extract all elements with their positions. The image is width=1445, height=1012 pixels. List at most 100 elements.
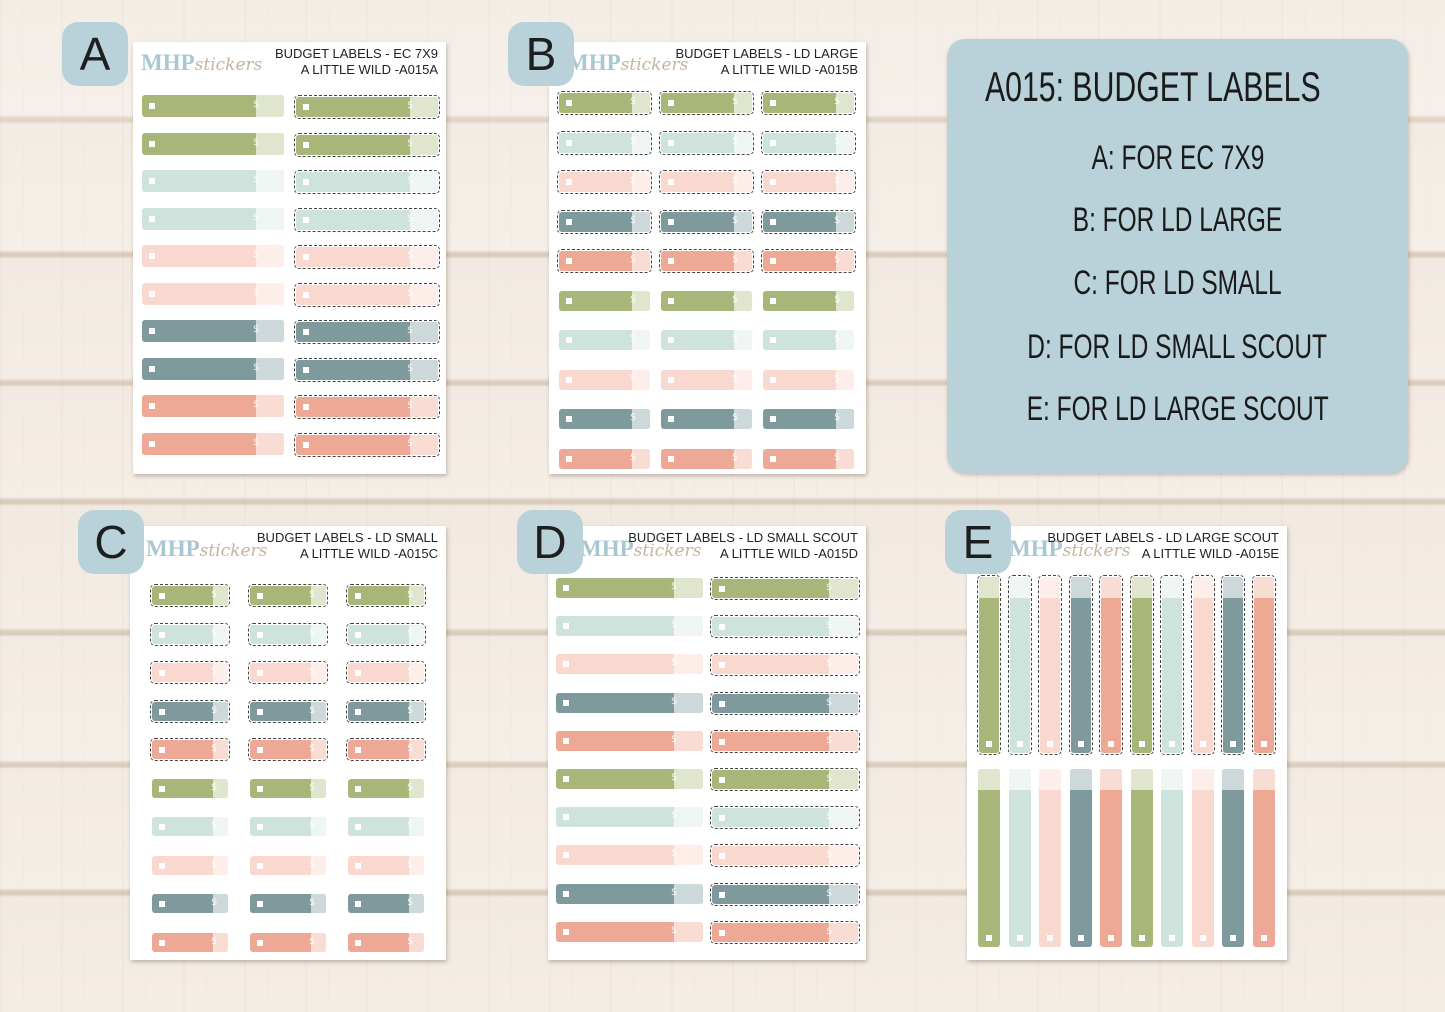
checkbox-square	[1199, 935, 1206, 941]
budget-label-sticker: $	[710, 844, 860, 868]
checkbox-square	[149, 253, 155, 259]
sheet-d: MHPstickers BUDGET LABELS - LD SMALL SCO…	[548, 526, 866, 960]
info-line-e: E: FOR LD LARGE SCOUT	[947, 390, 1408, 429]
brand-logo: MHPstickers	[146, 536, 267, 562]
budget-label-sticker: $	[150, 699, 230, 723]
budget-label-sticker: $	[661, 369, 752, 390]
label-tab	[836, 409, 854, 429]
budget-label-sticker: $	[248, 584, 328, 607]
label-tab	[734, 251, 752, 271]
label-tab	[1101, 577, 1121, 598]
checkbox-square	[566, 416, 572, 422]
label-tab	[410, 247, 438, 267]
checkbox-square	[719, 624, 725, 631]
dollar-glyph: $	[407, 250, 414, 261]
info-line-text: C: FOR LD SMALL	[1073, 264, 1282, 302]
checkbox-square	[1199, 741, 1206, 747]
label-tab	[256, 245, 284, 267]
budget-label-sticker: $	[250, 855, 326, 875]
budget-label-sticker: $	[346, 738, 426, 761]
checkbox-square	[355, 593, 361, 599]
checkbox-square	[770, 218, 776, 225]
dollar-glyph: $	[826, 582, 833, 593]
checkbox-square	[719, 815, 725, 822]
label-tab	[213, 855, 228, 875]
sheet-title: BUDGET LABELS - LD SMALL A LITTLE WILD -A…	[257, 530, 438, 562]
label-tab	[311, 778, 326, 798]
label-tab	[410, 359, 438, 380]
budget-label-sticker: $	[659, 209, 754, 234]
budget-label-sticker: $	[559, 409, 650, 429]
label-tab	[1039, 769, 1061, 790]
label-tab	[256, 282, 284, 305]
label-tab	[829, 808, 858, 828]
budget-label-sticker: $	[150, 622, 230, 646]
checkbox-square	[355, 824, 361, 830]
sheet-b: MHPstickers BUDGET LABELS - LD LARGE A LI…	[549, 42, 866, 474]
budget-label-sticker: $	[248, 661, 328, 684]
brand-logo: MHPstickers	[567, 50, 688, 76]
label-tab	[1008, 769, 1031, 790]
budget-label-sticker: $	[710, 768, 860, 791]
brand-main: MHP	[567, 50, 621, 75]
budget-label-sticker: $	[761, 91, 856, 115]
label-tab	[410, 397, 438, 417]
dollar-glyph: $	[630, 372, 637, 384]
sheet-title: BUDGET LABELS - EC 7X9 A LITTLE WILD -A01…	[275, 46, 438, 78]
label-tab	[674, 807, 703, 828]
label-tab	[674, 845, 703, 866]
label-tab	[311, 624, 326, 644]
checkbox-square	[566, 376, 572, 383]
dollar-glyph: $	[834, 135, 841, 147]
label-tab	[632, 211, 650, 232]
budget-label-sticker: $	[152, 932, 228, 952]
label-tab	[632, 290, 650, 311]
dollar-glyph: $	[211, 666, 218, 677]
budget-label-sticker: $	[763, 290, 854, 311]
budget-label-sticker: $	[142, 245, 284, 267]
checkbox-square	[355, 631, 361, 638]
info-line-d: D: FOR LD SMALL SCOUT	[947, 328, 1408, 367]
budget-label-sticker: $	[557, 249, 652, 273]
checkbox-square	[159, 747, 165, 753]
budget-label-sticker	[1100, 769, 1122, 947]
budget-label-sticker: $	[710, 806, 860, 830]
dollar-glyph: $	[834, 372, 841, 384]
checkbox-square	[563, 814, 569, 821]
budget-label-sticker: $	[556, 883, 703, 904]
checkbox-square	[149, 178, 155, 184]
budget-label-sticker: $	[559, 290, 650, 311]
dollar-glyph: $	[732, 254, 739, 265]
dollar-glyph: $	[407, 100, 414, 111]
dollar-glyph: $	[253, 286, 260, 298]
badge-a: A	[62, 22, 128, 86]
budget-label-sticker: $	[761, 170, 856, 194]
checkbox-square	[770, 179, 776, 185]
dollar-glyph: $	[630, 451, 637, 463]
dollar-glyph: $	[407, 704, 414, 716]
label-tab	[311, 894, 326, 913]
dollar-glyph: $	[826, 887, 833, 899]
badge-c: C	[78, 510, 144, 574]
label-tab	[632, 132, 650, 153]
checkbox-square	[770, 455, 776, 462]
label-tab	[1191, 769, 1214, 790]
checkbox-square	[149, 403, 155, 409]
budget-label-sticker: $	[557, 209, 652, 234]
dollar-glyph: $	[630, 96, 637, 107]
label-tab	[256, 95, 284, 117]
dollar-glyph: $	[407, 212, 414, 224]
dollar-glyph: $	[211, 897, 218, 908]
sheet-c: MHPstickers BUDGET LABELS - LD SMALL A LI…	[130, 526, 446, 960]
budget-label-sticker: $	[659, 249, 754, 273]
checkbox-square	[668, 416, 674, 422]
budget-label-sticker: $	[294, 95, 440, 119]
budget-label-sticker: $	[659, 91, 754, 115]
label-tab	[632, 448, 650, 469]
label-tab	[1253, 577, 1274, 598]
label-tab	[1069, 769, 1092, 790]
checkbox-square	[566, 455, 572, 462]
dollar-glyph: $	[407, 935, 414, 947]
label-tab	[632, 369, 650, 390]
dollar-glyph: $	[407, 743, 414, 754]
